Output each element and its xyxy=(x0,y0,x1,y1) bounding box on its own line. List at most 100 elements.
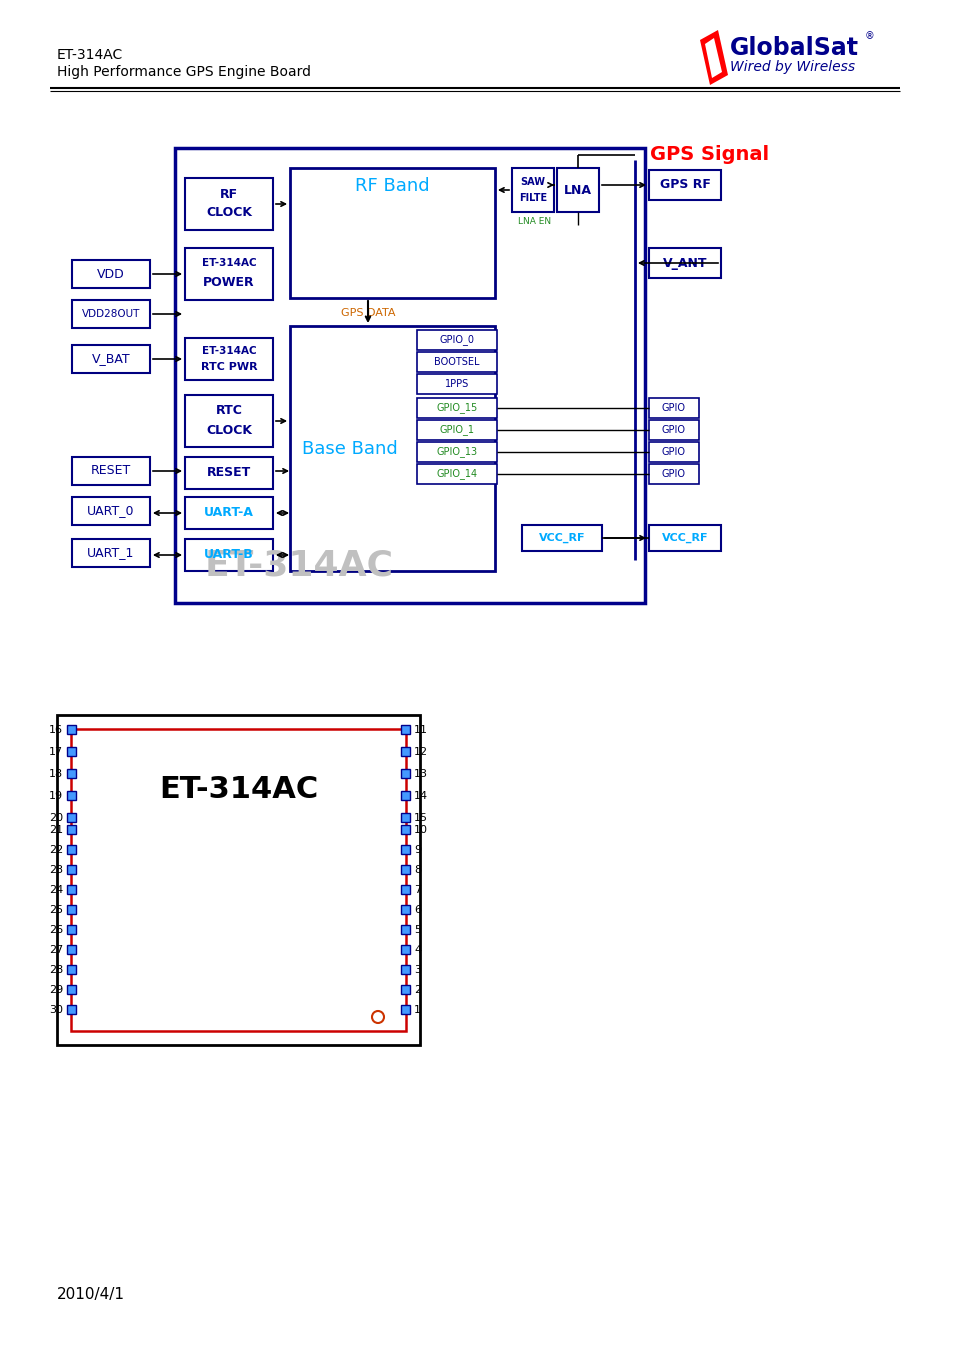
Text: CLOCK: CLOCK xyxy=(206,424,252,436)
Text: FILTE: FILTE xyxy=(518,193,546,202)
Bar xyxy=(416,329,497,350)
Bar xyxy=(57,716,419,1045)
Bar xyxy=(416,441,497,462)
Text: 2010/4/1: 2010/4/1 xyxy=(57,1288,125,1303)
Bar xyxy=(400,747,410,756)
Bar xyxy=(185,248,273,300)
Bar xyxy=(416,398,497,418)
Text: VDD: VDD xyxy=(97,267,125,281)
Bar xyxy=(67,825,76,834)
Text: UART_1: UART_1 xyxy=(88,547,134,559)
Text: 27: 27 xyxy=(49,945,63,954)
Text: GPIO_15: GPIO_15 xyxy=(436,402,477,413)
Text: ET-314AC: ET-314AC xyxy=(205,548,394,582)
Text: RF: RF xyxy=(220,188,238,201)
Bar xyxy=(71,497,150,525)
Text: 15: 15 xyxy=(414,813,428,823)
Bar xyxy=(648,441,699,462)
Text: 17: 17 xyxy=(49,747,63,757)
Bar xyxy=(416,352,497,373)
Text: Base Band: Base Band xyxy=(302,440,397,458)
Bar xyxy=(71,261,150,288)
Bar xyxy=(185,178,273,230)
Text: 28: 28 xyxy=(49,965,63,975)
Text: 20: 20 xyxy=(49,813,63,823)
Text: SAW: SAW xyxy=(520,177,545,188)
Text: V_ANT: V_ANT xyxy=(662,256,706,270)
Text: Wired by Wireless: Wired by Wireless xyxy=(729,59,854,74)
Bar xyxy=(400,825,410,834)
Bar xyxy=(174,148,644,603)
Text: VCC_RF: VCC_RF xyxy=(661,533,707,543)
Text: 9: 9 xyxy=(414,845,420,855)
Bar xyxy=(185,497,273,529)
Text: CLOCK: CLOCK xyxy=(206,207,252,220)
Polygon shape xyxy=(700,30,727,85)
Bar xyxy=(648,398,699,418)
Text: UART_0: UART_0 xyxy=(87,505,134,517)
Bar xyxy=(400,965,410,973)
Text: GPS Signal: GPS Signal xyxy=(649,146,768,165)
Text: GPIO_14: GPIO_14 xyxy=(436,468,477,479)
Text: 1PPS: 1PPS xyxy=(444,379,469,389)
Bar xyxy=(67,904,76,914)
Bar xyxy=(185,338,273,379)
Text: 8: 8 xyxy=(414,865,420,875)
Text: 6: 6 xyxy=(414,904,420,915)
Bar xyxy=(648,248,720,278)
Bar xyxy=(416,374,497,394)
Bar xyxy=(71,539,150,567)
Text: 13: 13 xyxy=(414,769,428,779)
Text: LNA EN: LNA EN xyxy=(517,217,551,227)
Bar xyxy=(416,420,497,440)
Bar xyxy=(71,346,150,373)
Text: 24: 24 xyxy=(49,886,63,895)
Bar xyxy=(67,769,76,778)
Text: 14: 14 xyxy=(414,791,428,801)
Text: UART-A: UART-A xyxy=(204,506,253,520)
Text: 22: 22 xyxy=(49,845,63,855)
Bar xyxy=(648,420,699,440)
Bar xyxy=(521,525,601,551)
Bar xyxy=(67,747,76,756)
Bar xyxy=(67,791,76,801)
Bar xyxy=(416,464,497,485)
Text: 25: 25 xyxy=(49,904,63,915)
Bar xyxy=(185,458,273,489)
Text: 16: 16 xyxy=(49,725,63,734)
Bar xyxy=(512,167,554,212)
Bar xyxy=(400,725,410,734)
Bar xyxy=(67,1004,76,1014)
Bar xyxy=(648,464,699,485)
Text: V_BAT: V_BAT xyxy=(91,352,131,366)
Bar xyxy=(400,791,410,801)
Text: 2: 2 xyxy=(414,986,420,995)
Text: 10: 10 xyxy=(414,825,428,836)
Text: GlobalSat: GlobalSat xyxy=(729,36,858,59)
Text: RF Band: RF Band xyxy=(355,177,430,194)
Text: 4: 4 xyxy=(414,945,420,954)
Text: GPIO_13: GPIO_13 xyxy=(436,447,477,458)
Text: UART-B: UART-B xyxy=(204,548,253,562)
Text: 7: 7 xyxy=(414,886,420,895)
Text: 21: 21 xyxy=(49,825,63,836)
Text: 18: 18 xyxy=(49,769,63,779)
Text: ET-314AC: ET-314AC xyxy=(159,775,317,805)
Text: RTC PWR: RTC PWR xyxy=(200,362,257,373)
Text: GPIO: GPIO xyxy=(661,404,685,413)
Bar xyxy=(185,539,273,571)
Text: 29: 29 xyxy=(49,986,63,995)
Bar xyxy=(67,965,76,973)
Bar xyxy=(400,945,410,954)
Text: RESET: RESET xyxy=(207,467,251,479)
Text: RESET: RESET xyxy=(91,464,131,478)
Text: ®: ® xyxy=(864,31,874,40)
Text: GPIO_0: GPIO_0 xyxy=(439,335,474,346)
Text: High Performance GPS Engine Board: High Performance GPS Engine Board xyxy=(57,65,311,80)
Bar xyxy=(400,904,410,914)
Text: 5: 5 xyxy=(414,925,420,936)
Bar xyxy=(71,458,150,485)
Text: 26: 26 xyxy=(49,925,63,936)
Text: ET-314AC: ET-314AC xyxy=(201,346,256,356)
Bar xyxy=(67,725,76,734)
